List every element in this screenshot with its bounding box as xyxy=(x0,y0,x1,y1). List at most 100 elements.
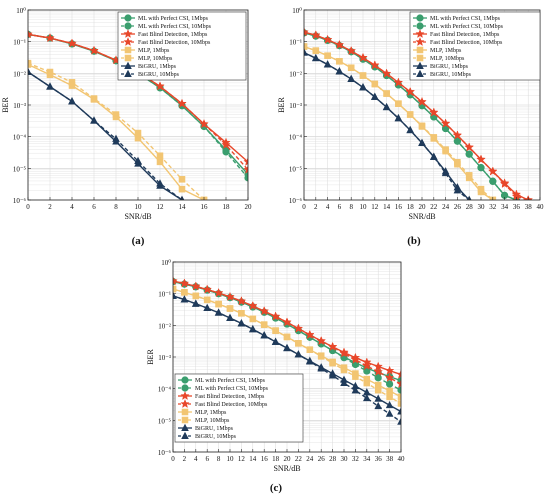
x-tick-label: 12 xyxy=(238,455,246,463)
series-point xyxy=(476,154,486,164)
series-point xyxy=(418,122,426,130)
series-point xyxy=(199,119,209,129)
series-point xyxy=(396,369,401,379)
x-tick-label: 0 xyxy=(171,455,175,463)
series-point xyxy=(293,323,304,333)
chart-panel-1: 0 2 4 6 8 10 12 14 16 18 20 10⁻⁶ 10⁻⁵ 10⁻⁴ 10⁻³ 10⁻² 10⁻… xyxy=(1,7,252,247)
chart-panel-3: 0 2 4 6 8 10 12 14 16 18 20 22 24 26 28 30 32 34 36 38 4010⁻… xyxy=(146,259,405,494)
series-point xyxy=(237,319,246,327)
series-point xyxy=(243,164,248,174)
legend-marker xyxy=(415,29,425,39)
series-point xyxy=(384,372,395,382)
series-point xyxy=(68,97,76,105)
series-line xyxy=(28,71,183,200)
x-tick-label: 4 xyxy=(194,455,198,463)
series-point xyxy=(156,179,164,187)
series-point xyxy=(295,340,302,347)
series-point xyxy=(179,278,190,288)
legend-entry: ML with Perfect CSI, 1Mbps xyxy=(138,15,209,22)
legend-marker xyxy=(124,69,132,77)
series-point xyxy=(346,45,356,55)
series-point xyxy=(46,82,54,90)
series-point xyxy=(386,380,394,388)
x-tick-label: 40 xyxy=(537,203,545,211)
x-tick-label: 6 xyxy=(205,455,209,463)
x-tick-label: 14 xyxy=(249,455,257,463)
series-point xyxy=(283,343,291,352)
series-point xyxy=(282,317,292,327)
legend-marker xyxy=(181,376,189,384)
series-point xyxy=(358,52,368,62)
series-point xyxy=(477,185,485,193)
series-point xyxy=(156,158,164,166)
y-axis-label: BER xyxy=(146,349,155,365)
legend-box xyxy=(409,11,541,81)
series-point xyxy=(214,308,223,316)
y-tick-label: 10⁻¹ xyxy=(158,291,171,299)
series-point xyxy=(215,300,222,308)
y-tick-label: 10⁻⁴ xyxy=(158,386,172,394)
legend-entry: BiGRU, 1Mbps xyxy=(138,64,177,70)
series-point xyxy=(225,291,235,301)
series-point xyxy=(371,80,379,88)
x-tick-label: 2 xyxy=(314,203,318,211)
series-point xyxy=(429,107,439,117)
y-tick-label: 10⁻³ xyxy=(158,354,171,362)
series-point xyxy=(155,81,165,91)
legend-box xyxy=(117,11,247,81)
series-point xyxy=(173,285,177,293)
legend-entry: ML with Perfect CSI, 1Mbps xyxy=(195,377,266,384)
legend-marker xyxy=(124,46,132,54)
series-point xyxy=(351,386,360,394)
series-point xyxy=(294,350,303,358)
series-point xyxy=(213,288,224,298)
legend-entry: Fast Blind Detection, 10Mbps xyxy=(138,40,211,46)
series-point xyxy=(181,289,188,296)
series-point xyxy=(323,60,332,68)
chart-panel-2: 0 2 4 6 8 10 12 14 16 18 20 22 24 26 28 30 32 34 36 38 4010⁻… xyxy=(277,7,544,247)
series-point xyxy=(203,303,211,312)
x-tick-label: 36 xyxy=(375,455,383,463)
series-point xyxy=(374,386,382,394)
legend-marker xyxy=(416,46,424,54)
legend-marker xyxy=(416,61,424,69)
series-point xyxy=(305,329,315,339)
series-point xyxy=(89,45,99,55)
series-point xyxy=(464,142,474,152)
y-tick-label: 10⁻⁵ xyxy=(158,417,172,425)
x-tick-label: 6 xyxy=(338,203,342,211)
series-point xyxy=(406,125,414,134)
series-point xyxy=(430,152,438,160)
x-tick-label: 8 xyxy=(349,203,353,211)
legend-entry: ML with Perfect CSI, 1Mbps xyxy=(430,15,501,22)
series-point xyxy=(336,58,343,65)
x-tick-label: 34 xyxy=(363,455,371,463)
y-tick-label: 10⁻⁴ xyxy=(289,134,303,142)
series-point xyxy=(350,354,361,364)
legend-box xyxy=(174,373,304,443)
series-point xyxy=(238,310,245,317)
x-tick-label: 28 xyxy=(466,203,474,211)
series-point xyxy=(304,43,308,50)
series-point xyxy=(322,34,333,44)
y-tick-label: 10⁰ xyxy=(161,259,171,267)
x-tick-label: 30 xyxy=(478,203,486,211)
series-point xyxy=(384,365,395,375)
legend-entry: ML with Perfect CSI, 10Mbps xyxy=(430,23,504,30)
series-point xyxy=(406,111,414,118)
legend-marker xyxy=(415,37,425,47)
legend-entry: BiGRU, 10Mbps xyxy=(195,434,237,440)
legend-marker xyxy=(181,416,189,424)
y-tick-label: 10⁰ xyxy=(292,7,302,15)
legend-marker xyxy=(124,54,132,62)
legend-marker xyxy=(416,69,424,77)
x-tick-label: 18 xyxy=(407,203,415,211)
x-tick-label: 2 xyxy=(183,455,187,463)
series-point xyxy=(90,116,98,124)
series-point xyxy=(488,166,498,176)
y-tick-label: 10⁻² xyxy=(158,322,171,330)
series-point xyxy=(430,134,438,141)
x-tick-label: 10 xyxy=(227,455,235,463)
x-tick-label: 16 xyxy=(201,203,209,211)
